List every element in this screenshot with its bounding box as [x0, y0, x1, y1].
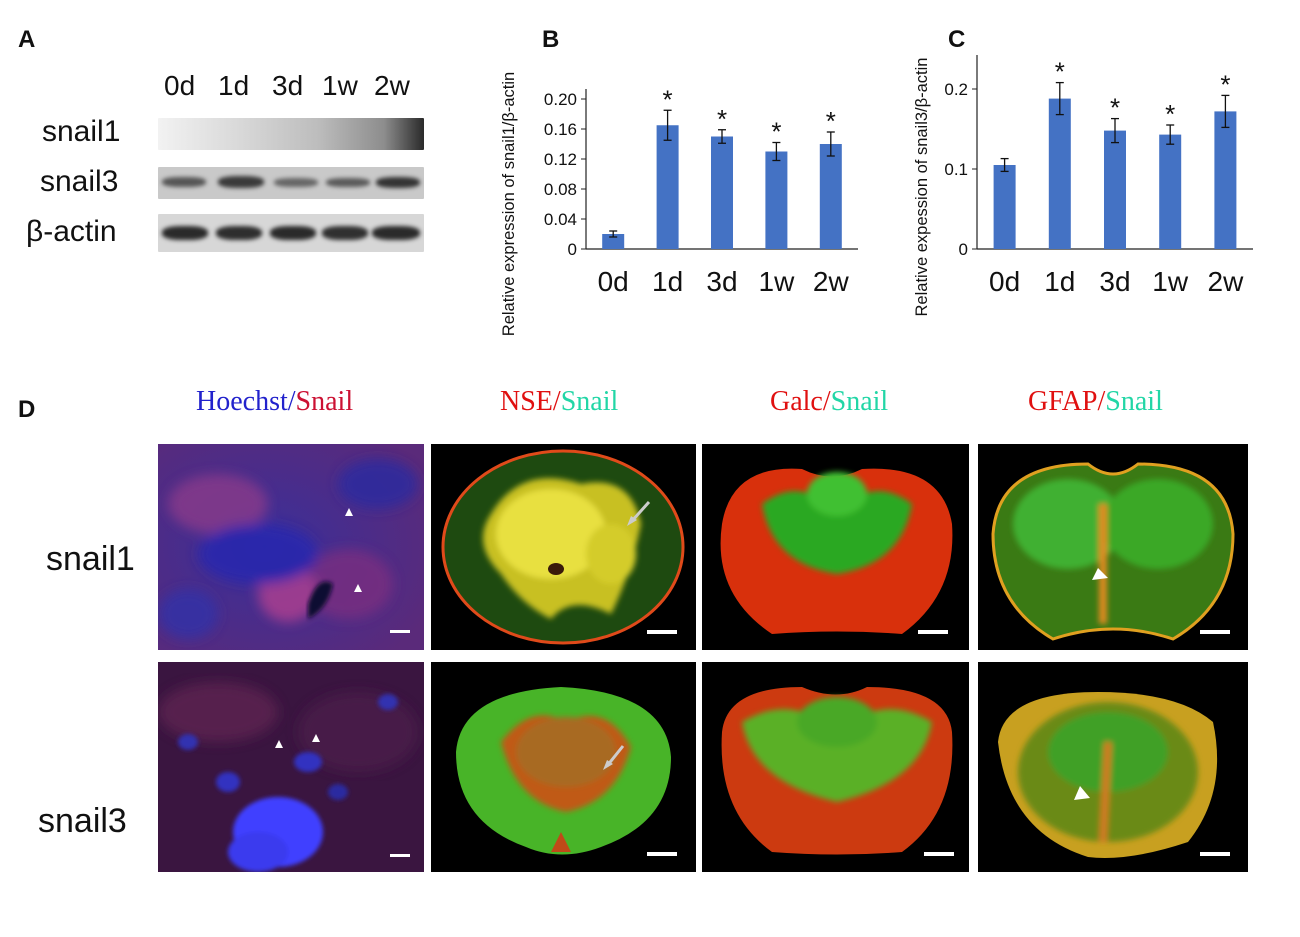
- panel-letter-a: A: [18, 26, 36, 53]
- y-tick-label: 0.08: [544, 180, 577, 199]
- significance-marker: *: [771, 117, 781, 147]
- x-tick-label: 1w: [759, 266, 796, 297]
- y-tick-label: 0: [568, 240, 577, 259]
- significance-marker: *: [1110, 93, 1120, 123]
- x-tick-label: 1w: [1152, 266, 1189, 297]
- blot-strip-beta-actin: [158, 214, 424, 252]
- y-tick-label: 0.16: [544, 120, 577, 139]
- column-title-hoechst-snail: Hoechst/Snail: [196, 386, 353, 418]
- stain-separator: /: [287, 386, 296, 417]
- stain-separator: /: [822, 386, 831, 417]
- bar-chart-snail1: 0 0.04 0.08 0.12 0.16 0.20 Relative expression…: [500, 72, 858, 336]
- lane-label: 3d: [272, 70, 304, 101]
- x-tick-label: 1d: [652, 266, 683, 297]
- lane-label: 2w: [374, 70, 410, 101]
- bar-chart-snail3: 0 0.1 0.2 Relative expession of snail3/β-ac…: [913, 55, 1253, 317]
- immuno-row-label-snail3: snail3: [38, 802, 127, 840]
- significance-marker: *: [826, 106, 836, 136]
- column-title-nse-snail: NSE/Snail: [500, 386, 618, 418]
- blot-row-label-beta-actin: β-actin: [26, 215, 117, 248]
- x-tick-label: 0d: [598, 266, 629, 297]
- bar: [819, 144, 842, 249]
- significance-marker: *: [1055, 57, 1065, 87]
- stain-label: Snail: [1105, 386, 1163, 417]
- lane-label: 0d: [164, 70, 196, 101]
- blot-strip-snail3: [158, 167, 424, 199]
- micrograph-nse-snail1: [431, 444, 696, 650]
- bar: [602, 234, 625, 249]
- micrograph-gfap-snail3: [978, 662, 1248, 872]
- stain-label: Snail: [560, 386, 619, 417]
- micrograph-hoechst-snail3: [158, 662, 424, 872]
- blot-row-label-snail3: snail3: [40, 165, 119, 198]
- micrograph-hoechst-snail1: [158, 444, 424, 650]
- x-tick-label: 3d: [706, 266, 737, 297]
- x-tick-label: 1d: [1044, 266, 1075, 297]
- y-tick-label: 0: [959, 240, 968, 259]
- significance-marker: *: [1220, 69, 1230, 99]
- lane-label: 1w: [322, 70, 358, 101]
- stain-separator: /: [1097, 386, 1106, 417]
- blot-row-label-snail1: snail1: [42, 115, 121, 148]
- bar: [765, 151, 788, 249]
- stain-label: GFAP: [1028, 386, 1098, 417]
- stain-label: Snail: [830, 386, 889, 417]
- y-tick-label: 0.20: [544, 90, 577, 109]
- panel-letter-d: D: [18, 396, 36, 423]
- micrograph-nse-snail3: [431, 662, 696, 872]
- bar: [1104, 130, 1126, 249]
- stain-label: Galc: [770, 386, 823, 417]
- significance-marker: *: [1165, 99, 1175, 129]
- stain-label: Hoechst: [196, 386, 288, 417]
- y-tick-label: 0.1: [944, 160, 968, 179]
- x-tick-label: 0d: [989, 266, 1020, 297]
- x-tick-label: 2w: [1208, 266, 1245, 297]
- panel-letter-b: B: [542, 26, 560, 53]
- column-title-gfap-snail: GFAP/Snail: [1028, 386, 1163, 418]
- stain-label: NSE: [500, 386, 553, 417]
- y-axis-label: Relative expession of snail3/β-actin: [913, 58, 931, 317]
- y-tick-label: 0.2: [944, 80, 968, 99]
- micrograph-gfap-snail1: [978, 444, 1248, 650]
- bar: [1214, 111, 1237, 250]
- blot-strip-snail1: [158, 118, 424, 150]
- y-tick-label: 0.04: [544, 210, 577, 229]
- significance-marker: *: [717, 104, 727, 134]
- lane-label: 1d: [218, 70, 250, 101]
- bar: [993, 165, 1016, 249]
- bar: [656, 125, 679, 249]
- bar: [711, 136, 733, 249]
- stain-label: Snail: [295, 386, 354, 417]
- significance-marker: *: [663, 84, 673, 114]
- y-tick-label: 0.12: [544, 150, 577, 169]
- panel-letter-c: C: [948, 26, 966, 53]
- stain-separator: /: [552, 386, 561, 417]
- bar: [1159, 134, 1182, 249]
- x-tick-label: 3d: [1099, 266, 1130, 297]
- bar: [1048, 98, 1071, 249]
- micrograph-galc-snail1: [702, 444, 969, 650]
- micrograph-galc-snail3: [702, 662, 969, 872]
- column-title-galc-snail: Galc/Snail: [770, 386, 888, 418]
- x-tick-label: 2w: [813, 266, 850, 297]
- y-axis-label: Relative expression of snail1/β-actin: [500, 72, 518, 336]
- immuno-row-label-snail1: snail1: [46, 540, 135, 578]
